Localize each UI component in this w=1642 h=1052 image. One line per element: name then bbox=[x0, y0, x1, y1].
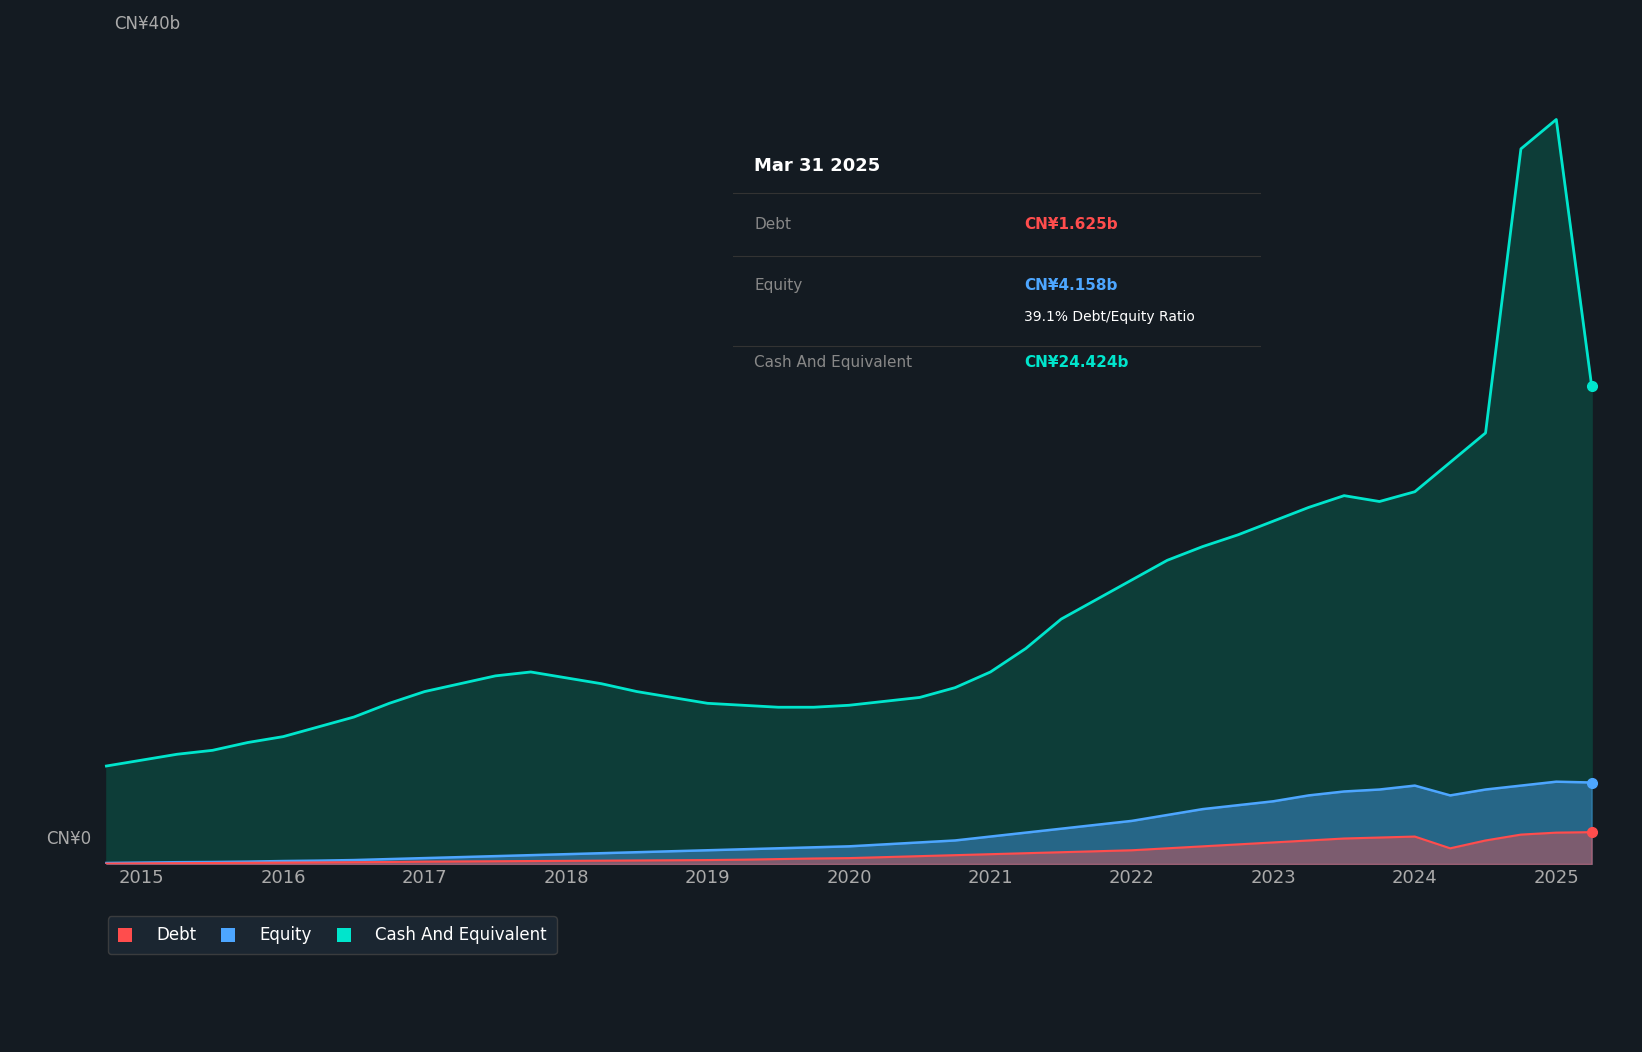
Text: Cash And Equivalent: Cash And Equivalent bbox=[754, 356, 913, 370]
Text: Mar 31 2025: Mar 31 2025 bbox=[754, 157, 880, 175]
Text: CN¥1.625b: CN¥1.625b bbox=[1025, 217, 1118, 231]
Legend: Debt, Equity, Cash And Equivalent: Debt, Equity, Cash And Equivalent bbox=[108, 916, 557, 954]
Text: CN¥40b: CN¥40b bbox=[115, 15, 181, 33]
Text: CN¥0: CN¥0 bbox=[46, 830, 92, 848]
Text: Debt: Debt bbox=[754, 217, 791, 231]
Text: Equity: Equity bbox=[754, 278, 803, 292]
Text: CN¥4.158b: CN¥4.158b bbox=[1025, 278, 1117, 292]
Text: 39.1% Debt/Equity Ratio: 39.1% Debt/Equity Ratio bbox=[1025, 309, 1195, 324]
Text: CN¥24.424b: CN¥24.424b bbox=[1025, 356, 1128, 370]
